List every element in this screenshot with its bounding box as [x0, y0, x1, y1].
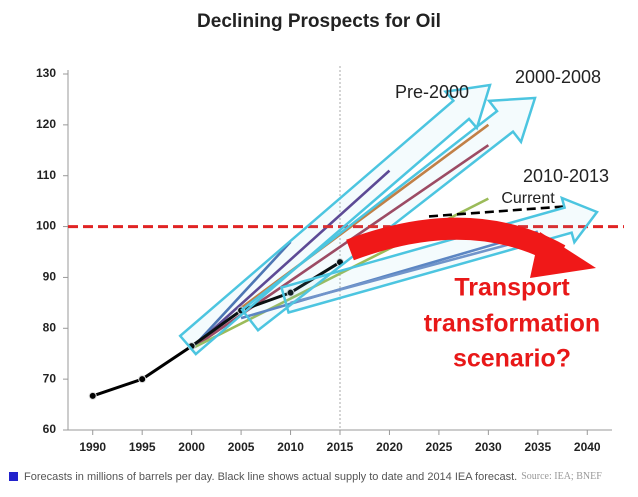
y-tick-label: 130: [36, 66, 56, 80]
forecast-line: [290, 235, 539, 305]
y-tick-label: 90: [43, 270, 57, 284]
point: [286, 288, 295, 297]
x-tick-label: 2035: [524, 440, 551, 454]
x-tick-label: 1990: [79, 440, 106, 454]
x-tick-label: 2040: [574, 440, 601, 454]
forecast-line: [190, 240, 292, 350]
forecast-line: [190, 169, 391, 350]
forecast-arrow: [240, 96, 537, 333]
annotation: 2000-2008: [515, 67, 601, 87]
y-tick-label: 120: [36, 117, 56, 131]
plot-area: 60 70 80 90 100 110 120 130 1990 1995 2000 2005 2010…: [36, 66, 624, 454]
annotation: Transport: [454, 274, 570, 302]
forecast-arrow: [178, 83, 492, 356]
annotation: transformation: [424, 310, 600, 338]
point: [88, 391, 97, 400]
x-tick-label: 2000: [178, 440, 205, 454]
x-tick-label: 1995: [129, 440, 156, 454]
y-tick-label: 100: [36, 219, 56, 233]
scenario-arrow-head: [530, 232, 596, 278]
source: Source: IEA; BNEF: [521, 471, 602, 482]
y-tick-label: 60: [43, 422, 57, 436]
x-tick-label: 2010: [277, 440, 304, 454]
annotation: scenario?: [453, 345, 571, 373]
chart-title: Declining Prospects for Oil: [197, 11, 441, 32]
actual-line: [92, 260, 341, 398]
point: [138, 375, 147, 384]
forecast-dashed-line: [428, 204, 568, 218]
x-tick-label: 2020: [376, 440, 403, 454]
footnote-marker: [9, 472, 18, 481]
x-tick-label: 2015: [327, 440, 354, 454]
annotation: 2010-2013: [523, 166, 609, 186]
annotation: Pre-2000: [395, 82, 469, 102]
y-tick-label: 70: [43, 371, 57, 385]
x-tick-label: 2025: [426, 440, 453, 454]
x-tick-label: 2030: [475, 440, 502, 454]
footnote: Forecasts in millions of barrels per day…: [24, 471, 602, 483]
annotation: Current: [501, 190, 555, 207]
y-tick-label: 110: [37, 168, 57, 182]
footnote-text: Forecasts in millions of barrels per day…: [24, 471, 517, 483]
x-tick-label: 2005: [228, 440, 255, 454]
y-tick-label: 80: [43, 320, 57, 334]
